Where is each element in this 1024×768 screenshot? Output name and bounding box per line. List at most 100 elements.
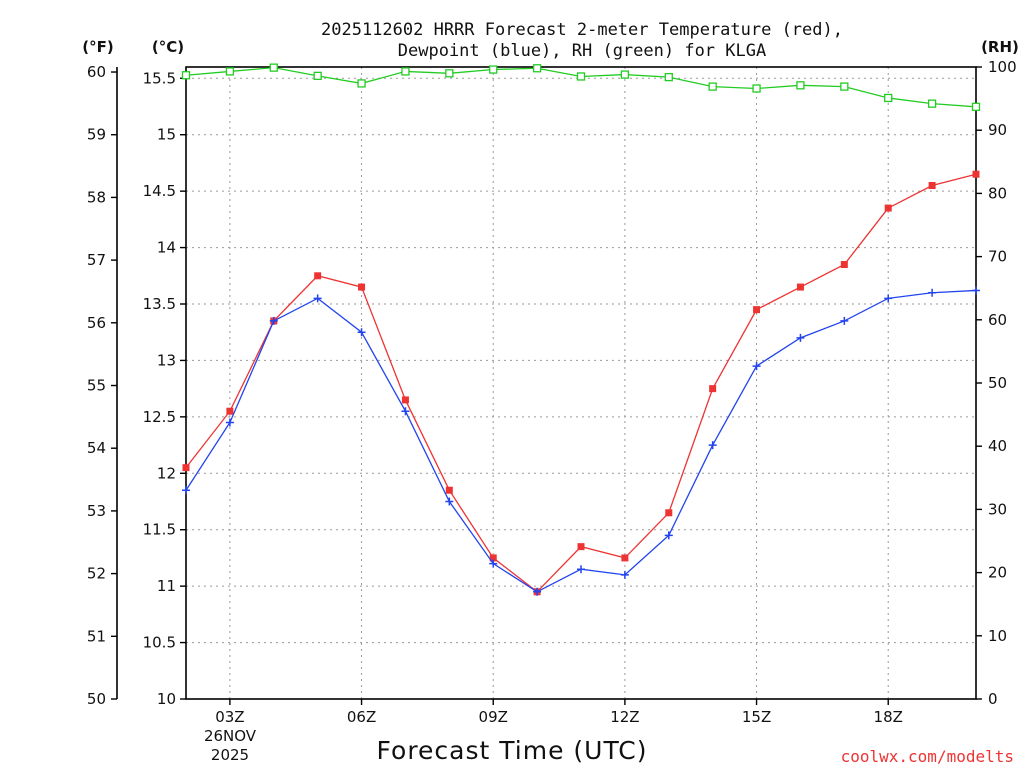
tick-labels: 10 10.5 11 11.5 12 12.5 13 13.5 14 14.5 15 15.5 03Z 0… (87, 58, 1017, 726)
rh-unit-label: (RH) (981, 38, 1019, 56)
fahrenheit-tick-label: 58 (87, 188, 106, 206)
dewpoint-marker (884, 294, 893, 303)
chart-title: 2025112602 HRRR Forecast 2-meter Tempera… (321, 20, 843, 40)
rh-marker (181, 71, 191, 80)
temperature-marker (401, 396, 409, 404)
celsius-tick-label: 12 (157, 464, 176, 482)
rh-marker (445, 69, 454, 78)
x-tick-label: 03Z (215, 708, 244, 726)
rh-marker (576, 72, 586, 81)
celsius-tick-label: 15 (157, 126, 176, 144)
fahrenheit-tick-label: 56 (87, 314, 106, 332)
temperature-marker (577, 543, 585, 551)
celsius-tick-label: 10 (157, 690, 176, 708)
dewpoint-marker (928, 288, 937, 297)
rh-marker (357, 79, 366, 88)
celsius-tick-label: 10.5 (143, 634, 176, 652)
x-tick-label: 12Z (610, 708, 639, 726)
celsius-tick-label: 15.5 (143, 69, 176, 87)
dewpoint-marker (840, 316, 849, 325)
dewpoint-marker (664, 531, 673, 540)
temperature-marker (796, 283, 804, 291)
rh-marker (752, 84, 761, 93)
temperature-marker (753, 306, 761, 314)
rh-marker (532, 64, 542, 73)
dewpoint-marker (708, 441, 717, 450)
celsius-tick-label: 14.5 (143, 182, 176, 200)
temperature-marker (884, 204, 892, 212)
temperature-marker (972, 170, 980, 178)
rh-marker (620, 70, 630, 79)
rh-tick-label: 90 (988, 121, 1007, 139)
fahrenheit-tick-label: 54 (87, 439, 106, 457)
x-axis-label: Forecast Time (UTC) (377, 736, 648, 765)
temperature-line (185, 173, 977, 593)
rh-marker (489, 65, 498, 74)
temperature-marker (226, 407, 234, 415)
watermark-text: coolwx.com/modelts (841, 747, 1014, 766)
rh-marker (971, 102, 981, 111)
rh-tick-label: 100 (988, 58, 1017, 76)
rh-marker (796, 81, 805, 90)
temperature-marker (182, 464, 190, 472)
rh-tick-label: 50 (988, 374, 1007, 392)
temperature-marker (665, 509, 673, 517)
axes (111, 66, 982, 705)
rh-marker (313, 71, 322, 80)
dewpoint-marker (313, 294, 322, 303)
fahrenheit-tick-label: 59 (87, 126, 106, 144)
rh-tick-label: 60 (988, 311, 1007, 329)
fahrenheit-tick-label: 53 (87, 502, 106, 520)
rh-marker (401, 67, 410, 76)
rh-tick-label: 0 (988, 690, 998, 708)
celsius-tick-label: 11.5 (143, 521, 176, 539)
x-tick-label: 09Z (479, 708, 508, 726)
dewpoint-marker (796, 333, 805, 342)
temperature-marker (489, 554, 497, 562)
date-label-year: 2025 (211, 746, 249, 764)
dewpoint-marker (182, 486, 190, 495)
temperature-marker (314, 272, 322, 280)
rh-marker (708, 82, 717, 91)
rh-marker (840, 82, 849, 91)
fahrenheit-unit-label: (°F) (82, 38, 113, 56)
fahrenheit-tick-label: 51 (87, 627, 106, 645)
fahrenheit-tick-label: 50 (87, 690, 106, 708)
rh-marker (884, 93, 893, 103)
rh-tick-label: 20 (988, 564, 1007, 582)
grid-lines (186, 67, 976, 700)
celsius-tick-label: 13.5 (143, 295, 176, 313)
rh-marker (269, 63, 278, 72)
x-tick-label: 18Z (874, 708, 903, 726)
fahrenheit-tick-label: 55 (87, 377, 106, 395)
dewpoint-marker (445, 497, 454, 506)
temperature-marker (928, 182, 936, 189)
rh-tick-label: 10 (988, 627, 1007, 645)
celsius-tick-label: 12.5 (143, 408, 176, 426)
plot-frame (185, 66, 977, 700)
x-tick-label: 06Z (347, 708, 376, 726)
celsius-unit-label: (°C) (152, 38, 184, 56)
rh-marker (927, 99, 937, 108)
rh-tick-label: 40 (988, 437, 1007, 455)
temperature-marker (358, 283, 366, 291)
temperature-marker (840, 261, 848, 268)
rh-marker (225, 67, 235, 76)
temperature-marker (621, 554, 629, 562)
rh-marker (664, 72, 673, 82)
dewpoint-marker (357, 328, 366, 337)
temperature-marker (709, 385, 717, 393)
celsius-tick-label: 11 (157, 577, 176, 595)
fahrenheit-tick-label: 52 (87, 565, 106, 583)
fahrenheit-tick-label: 60 (87, 63, 106, 81)
dewpoint-marker (972, 286, 980, 295)
temperature-marker (445, 486, 453, 494)
dewpoint-marker (489, 559, 498, 568)
dewpoint-marker (401, 407, 410, 416)
dewpoint-marker (752, 362, 761, 371)
fahrenheit-tick-label: 57 (87, 251, 106, 269)
chart-title-line2: Dewpoint (blue), RH (green) for KLGA (398, 41, 766, 61)
series-lines (181, 63, 981, 596)
celsius-tick-label: 14 (157, 239, 176, 257)
